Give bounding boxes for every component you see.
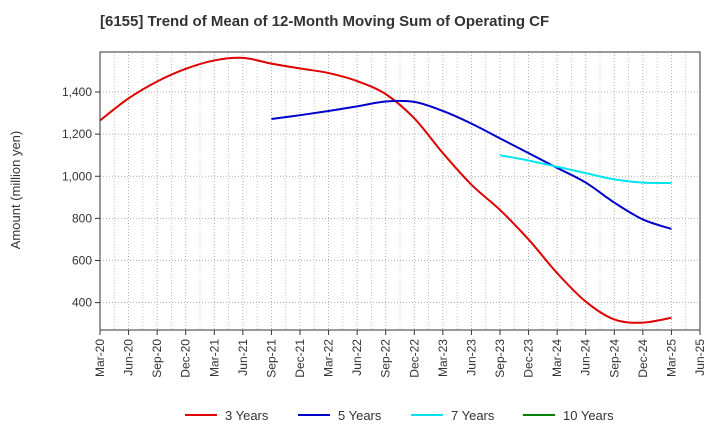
y-tick-label: 1,200 [62, 127, 92, 141]
y-tick-label: 400 [72, 296, 92, 310]
legend-label-7-years: 7 Years [451, 408, 495, 423]
y-axis-ticks: 400 600 800 1,000 1,200 1,400 [62, 85, 100, 310]
x-tick-label: Mar-24 [550, 339, 564, 377]
legend-label-10-years: 10 Years [563, 408, 614, 423]
x-tick-label: Sep-24 [607, 339, 621, 378]
y-tick-label: 800 [72, 211, 92, 225]
x-tick-label: Dec-23 [522, 339, 536, 378]
series-line-3-years [99, 56, 672, 324]
x-tick-label: Jun-24 [579, 339, 593, 376]
series-line-7-years [499, 154, 672, 184]
x-tick-label: Sep-20 [150, 339, 164, 378]
x-tick-label: Jun-22 [350, 339, 364, 376]
x-tick-label: Mar-21 [207, 339, 221, 377]
plot-area-border [99, 51, 701, 331]
x-tick-label: Jun-21 [236, 339, 250, 376]
grid [99, 52, 701, 330]
y-tick-label: 600 [72, 254, 92, 268]
chart-title: [6155] Trend of Mean of 12-Month Moving … [100, 13, 549, 30]
series-line-5-years [271, 99, 672, 230]
y-tick-label: 1,400 [62, 85, 92, 99]
x-tick-label: Dec-20 [179, 339, 193, 378]
x-tick-label: Mar-20 [93, 339, 107, 377]
x-tick-label: Sep-23 [493, 339, 507, 378]
x-tick-label: Dec-24 [636, 339, 650, 378]
x-tick-label: Dec-21 [293, 339, 307, 378]
x-tick-label: Jun-20 [122, 339, 136, 376]
x-axis-ticks: Mar-20 Jun-20 Sep-20 Dec-20 Mar-21 Jun-21 Sep-… [93, 330, 707, 378]
x-tick-label: Mar-22 [322, 339, 336, 377]
x-tick-label: Sep-21 [264, 339, 278, 378]
legend-label-3-years: 3 Years [225, 408, 269, 423]
series-lines [99, 56, 672, 324]
x-tick-label: Sep-22 [379, 339, 393, 378]
legend: 3 Years 5 Years 7 Years 10 Years [185, 408, 614, 423]
y-tick-label: 1,000 [62, 169, 92, 183]
legend-label-5-years: 5 Years [338, 408, 382, 423]
y-axis-title: Amount (million yen) [8, 131, 23, 250]
x-tick-label: Jun-25 [693, 339, 707, 376]
x-tick-label: Dec-22 [407, 339, 421, 378]
x-tick-label: Jun-23 [464, 339, 478, 376]
plot-frame [99, 51, 701, 331]
x-tick-label: Mar-25 [664, 339, 678, 377]
x-tick-label: Mar-23 [436, 339, 450, 377]
